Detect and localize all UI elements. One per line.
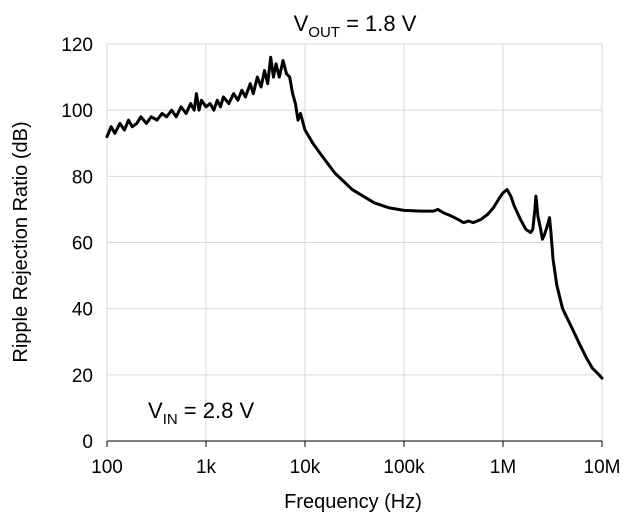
tick-labels: 0 20 40 60 80 100 120 100 1k 10k 100k 1M 10M: [61, 35, 620, 478]
y-tick-label: 60: [72, 234, 93, 255]
grid: [107, 43, 603, 441]
axes: [106, 44, 603, 447]
x-tick-label: 1k: [196, 457, 217, 478]
y-tick-label: 80: [72, 167, 93, 188]
y-tick-label: 120: [61, 35, 93, 56]
x-axis-label: Frequency (Hz): [284, 491, 422, 513]
y-tick-label: 0: [82, 432, 93, 453]
chart-title: VOUT = 1.8 V: [294, 11, 417, 41]
x-tick-label: 10k: [290, 457, 321, 478]
chart-title-subscript: OUT: [308, 24, 340, 41]
x-tick-label: 10M: [584, 457, 621, 478]
y-axis-label: Ripple Rejection Ratio (dB): [10, 121, 32, 362]
x-tick-label: 100: [91, 457, 123, 478]
x-tick-label: 100k: [383, 457, 425, 478]
vin-annotation-main: V: [148, 398, 163, 423]
vin-annotation-subscript: IN: [163, 411, 178, 428]
y-tick-label: 40: [72, 300, 93, 321]
chart-title-main: V: [294, 11, 309, 36]
vin-annotation: VIN = 2.8 V: [148, 398, 254, 428]
x-tick-label: 1M: [490, 457, 516, 478]
vin-annotation-rest: = 2.8 V: [178, 398, 255, 423]
series-line: [105, 55, 604, 380]
y-tick-label: 100: [61, 101, 93, 122]
chart-title-rest: = 1.8 V: [340, 11, 417, 36]
y-tick-label: 20: [72, 366, 93, 387]
